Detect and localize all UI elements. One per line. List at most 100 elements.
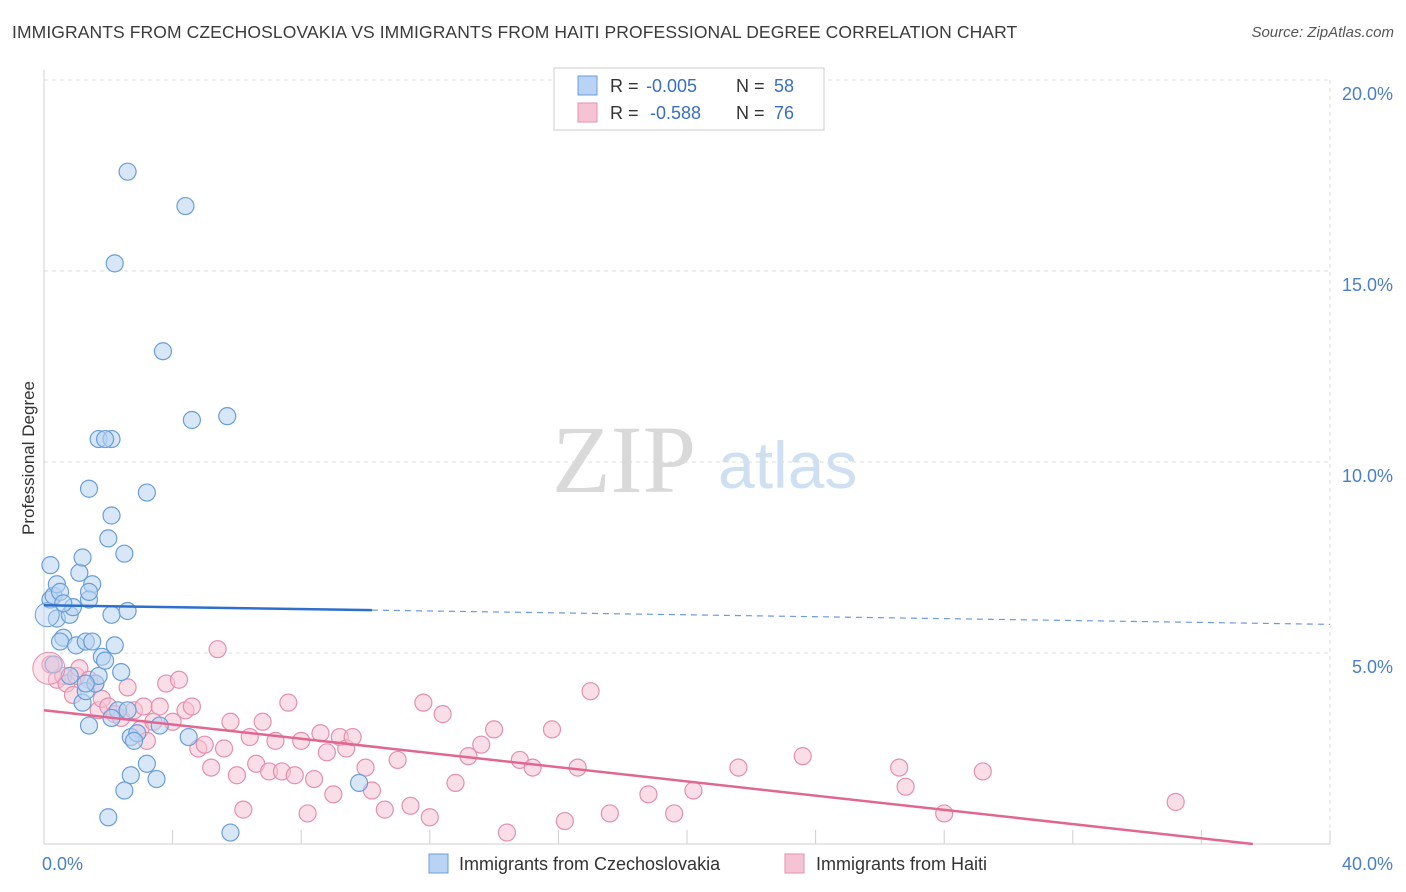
- scatter-point-blue: [137, 483, 156, 502]
- scatter-point-pink: [375, 800, 394, 819]
- scatter-point-blue: [121, 766, 140, 785]
- scatter-point-pink: [581, 682, 600, 701]
- scatter-point-blue: [118, 601, 137, 621]
- scatter-cluster-pink: [32, 651, 66, 685]
- scatter-point-pink: [388, 750, 407, 770]
- scatter-point-pink: [292, 731, 311, 750]
- scatter-point-pink: [446, 773, 465, 792]
- x-tick-label-min: 0.0%: [42, 854, 83, 874]
- scatter-point-blue: [147, 769, 166, 789]
- scatter-point-pink: [208, 640, 227, 659]
- legend-swatch-blue: [577, 75, 598, 96]
- scatter-point-blue: [54, 594, 73, 613]
- scatter-point-blue: [79, 582, 99, 601]
- grid-layer: [44, 79, 1331, 844]
- scatter-point-blue: [115, 781, 134, 800]
- scatter-point-blue: [73, 548, 92, 567]
- scatter-point-pink: [227, 766, 246, 785]
- scatter-point-blue: [118, 162, 137, 181]
- scatter-point-pink: [118, 678, 137, 697]
- series-legend-swatch-pink: [784, 853, 805, 874]
- scatter-point-pink: [134, 697, 153, 716]
- scatter-point-pink: [182, 697, 201, 716]
- scatter-point-blue: [44, 655, 63, 674]
- scatter-point-pink: [356, 758, 375, 777]
- scatter-point-blue: [349, 773, 369, 792]
- scatter-point-pink: [304, 769, 324, 789]
- scatter-point-pink: [600, 804, 619, 823]
- y-axis-label: Professional Degree: [19, 381, 38, 535]
- series-legend-swatch-blue: [428, 853, 449, 874]
- scatter-point-blue: [99, 808, 118, 827]
- scatter-cluster-blue: [34, 602, 60, 628]
- legend-r-label-pink: R =: [610, 103, 639, 123]
- scatter-point-pink: [317, 743, 337, 762]
- scatter-point-pink: [497, 823, 517, 842]
- watermark-atlas: atlas: [718, 428, 857, 502]
- scatter-point-blue: [105, 636, 124, 655]
- scatter-point-pink: [890, 758, 909, 777]
- scatter-point-pink: [793, 747, 812, 766]
- legend-n-label-pink: N =: [736, 103, 765, 123]
- scatter-point-blue: [102, 506, 121, 525]
- scatter-point-pink: [523, 758, 542, 777]
- scatter-point-pink: [472, 735, 491, 754]
- x-tick-label-max: 40.0%: [1342, 854, 1393, 874]
- scatter-point-pink: [150, 697, 169, 716]
- scatter-point-pink: [253, 712, 272, 731]
- scatter-point-pink: [414, 693, 433, 712]
- watermark-zip: ZIP: [552, 406, 696, 513]
- scatter-point-pink: [240, 727, 259, 747]
- y-tick-label: 10.0%: [1342, 466, 1393, 486]
- scatter-point-blue: [76, 674, 95, 693]
- scatter-point-blue: [221, 823, 240, 842]
- scatter-point-pink: [420, 808, 439, 827]
- scatter-point-blue: [105, 254, 124, 273]
- scatter-point-pink: [639, 785, 658, 804]
- legend-r-label-blue: R =: [610, 76, 639, 96]
- scatter-point-blue: [60, 666, 79, 686]
- legend-box: [553, 67, 825, 131]
- scatter-point-pink: [214, 739, 234, 758]
- trendline-pink: [43, 709, 1253, 846]
- scatter-point-pink: [542, 720, 562, 739]
- scatter-point-pink: [169, 670, 189, 689]
- scatter-point-blue: [179, 727, 198, 747]
- trend-layer: [43, 604, 1331, 846]
- scatter-point-pink: [1166, 792, 1185, 812]
- scatter-point-blue: [79, 716, 99, 735]
- points-layer: [32, 162, 1185, 842]
- legend-n-value-pink: 76: [774, 103, 794, 123]
- scatter-point-pink: [896, 777, 915, 796]
- scatter-point-blue: [79, 479, 99, 498]
- series-legend: Immigrants from Czechoslovakia Immigrant…: [428, 853, 987, 874]
- scatter-point-pink: [665, 804, 684, 823]
- scatter-point-blue: [95, 651, 115, 670]
- scatter-point-blue: [102, 605, 121, 624]
- legend-swatch-pink: [577, 102, 598, 123]
- scatter-point-blue: [95, 429, 115, 449]
- y-tick-label: 5.0%: [1352, 657, 1393, 677]
- scatter-point-blue: [115, 544, 134, 563]
- scatter-point-blue: [218, 407, 237, 426]
- series-legend-label-blue: Immigrants from Czechoslovakia: [459, 854, 721, 874]
- y-tick-label: 20.0%: [1342, 84, 1393, 104]
- y-tick-label: 15.0%: [1342, 275, 1393, 295]
- scatter-point-blue: [41, 556, 60, 575]
- scatter-point-pink: [285, 766, 304, 785]
- scatter-point-pink: [485, 720, 504, 739]
- legend-r-value-pink: -0.588: [650, 103, 701, 123]
- legend-n-label-blue: N =: [736, 76, 765, 96]
- scatter-point-blue: [99, 529, 118, 548]
- scatter-point-blue: [118, 701, 137, 720]
- scatter-point-pink: [298, 804, 317, 823]
- chart-source: Source: ZipAtlas.com: [1251, 24, 1394, 41]
- scatter-point-pink: [935, 804, 954, 823]
- scatter-point-pink: [973, 762, 992, 781]
- legend-n-value-blue: 58: [774, 76, 794, 96]
- scatter-point-pink: [279, 693, 298, 712]
- scatter-point-blue: [50, 632, 70, 651]
- scatter-point-pink: [324, 785, 343, 804]
- chart-title: IMMIGRANTS FROM CZECHOSLOVAKIA VS IMMIGR…: [12, 22, 1018, 42]
- scatter-point-pink: [202, 758, 221, 777]
